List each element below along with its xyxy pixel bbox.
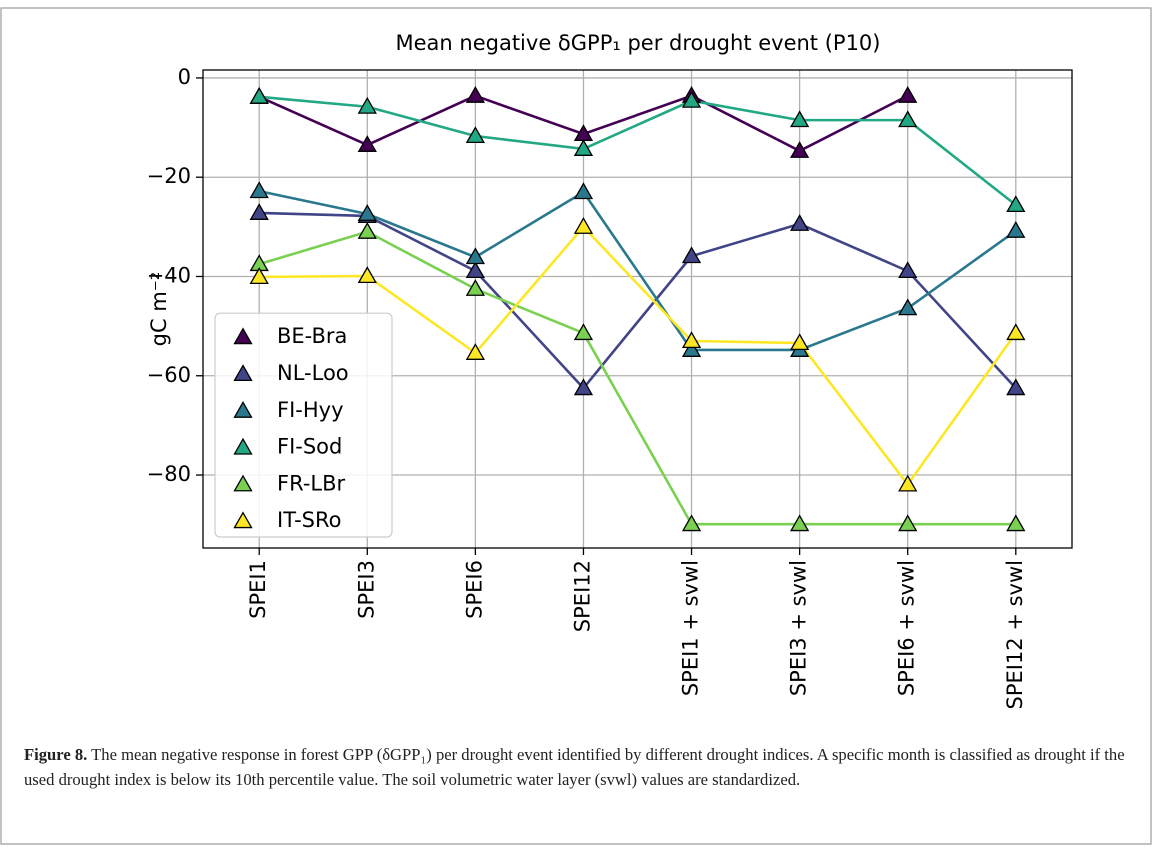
marker — [465, 126, 485, 144]
marker — [249, 86, 269, 104]
marker — [1006, 323, 1026, 341]
marker — [573, 323, 594, 341]
marker — [465, 279, 485, 296]
marker — [357, 266, 377, 284]
legend-marker — [233, 437, 253, 455]
legend-marker — [233, 327, 253, 345]
marker — [249, 267, 269, 285]
legend-marker — [233, 511, 253, 529]
marker — [465, 86, 485, 103]
legend-label: NL-Loo — [277, 361, 349, 385]
x-tick-label: SPEI3 + svwl — [787, 560, 811, 696]
caption-label: Figure 8. — [24, 745, 88, 764]
marker — [898, 298, 918, 316]
marker — [898, 86, 918, 103]
marker — [790, 514, 810, 532]
marker — [573, 378, 594, 396]
y-axis-label: gC m⁻² — [147, 272, 171, 347]
marker — [573, 217, 594, 234]
marker — [898, 514, 918, 532]
series-line — [259, 95, 1017, 207]
y-tick-label: −80 — [147, 462, 191, 486]
legend: BE-Bra NL-Loo FI-Hyy FI-Sod FR-LBr IT-SRo — [214, 312, 393, 538]
legend-marker — [233, 364, 253, 382]
caption-text: The mean negative response in forest GPP… — [24, 745, 1125, 789]
marker — [681, 246, 702, 264]
marker — [790, 110, 810, 128]
plot-frame — [202, 69, 1073, 549]
marker — [357, 135, 377, 152]
marker — [898, 474, 918, 492]
x-tick-label: SPEI1 — [246, 560, 270, 619]
caption: Figure 8. The mean negative response in … — [24, 742, 1134, 792]
legend-marker — [233, 400, 253, 418]
marker — [790, 141, 810, 158]
chart-title: Mean negative δGPP₁ per drought event (P… — [396, 31, 881, 55]
marker — [1006, 221, 1026, 238]
series-line — [259, 224, 1017, 487]
marker — [249, 203, 269, 220]
marker — [249, 181, 269, 199]
marker — [357, 222, 377, 239]
x-tick-label: SPEI12 + svwl — [1003, 560, 1027, 710]
x-tick-label: SPEI1 + svwl — [679, 560, 703, 696]
legend-label: FI-Hyy — [277, 398, 344, 422]
marker — [898, 261, 918, 279]
marker — [1006, 378, 1026, 396]
series-line — [258, 230, 1016, 526]
x-tick-label: SPEI3 — [354, 560, 378, 619]
frame — [0, 7, 1152, 845]
marker — [1006, 514, 1026, 532]
marker — [573, 139, 594, 156]
marker — [465, 261, 485, 279]
x-tick-label: SPEI12 — [570, 560, 594, 632]
x-tick-label: SPEI6 + svwl — [895, 560, 919, 696]
marker — [357, 96, 377, 114]
marker — [681, 331, 702, 349]
y-tick-label: 0 — [178, 65, 191, 89]
marker — [465, 247, 485, 265]
marker — [898, 110, 918, 128]
marker — [573, 182, 594, 200]
marker — [681, 90, 702, 108]
marker — [681, 340, 702, 357]
legend-box — [214, 312, 393, 538]
marker — [790, 333, 810, 351]
legend-marker — [233, 474, 253, 492]
y-tick-label: −60 — [147, 363, 191, 387]
legend-label: BE-Bra — [277, 324, 347, 348]
y-tick-label: −20 — [147, 164, 191, 188]
series-line — [259, 211, 1017, 391]
marker — [681, 514, 702, 532]
marker — [790, 214, 810, 231]
legend-label: FI-Sod — [277, 435, 342, 459]
y-tick-label: −40 — [147, 263, 191, 287]
marker — [357, 204, 377, 221]
series-line — [258, 189, 1017, 352]
marker — [465, 343, 485, 360]
x-tick-label: SPEI6 — [462, 560, 486, 619]
legend-label: IT-SRo — [277, 508, 342, 532]
legend-label: FR-LBr — [277, 471, 346, 495]
marker — [1006, 195, 1026, 213]
